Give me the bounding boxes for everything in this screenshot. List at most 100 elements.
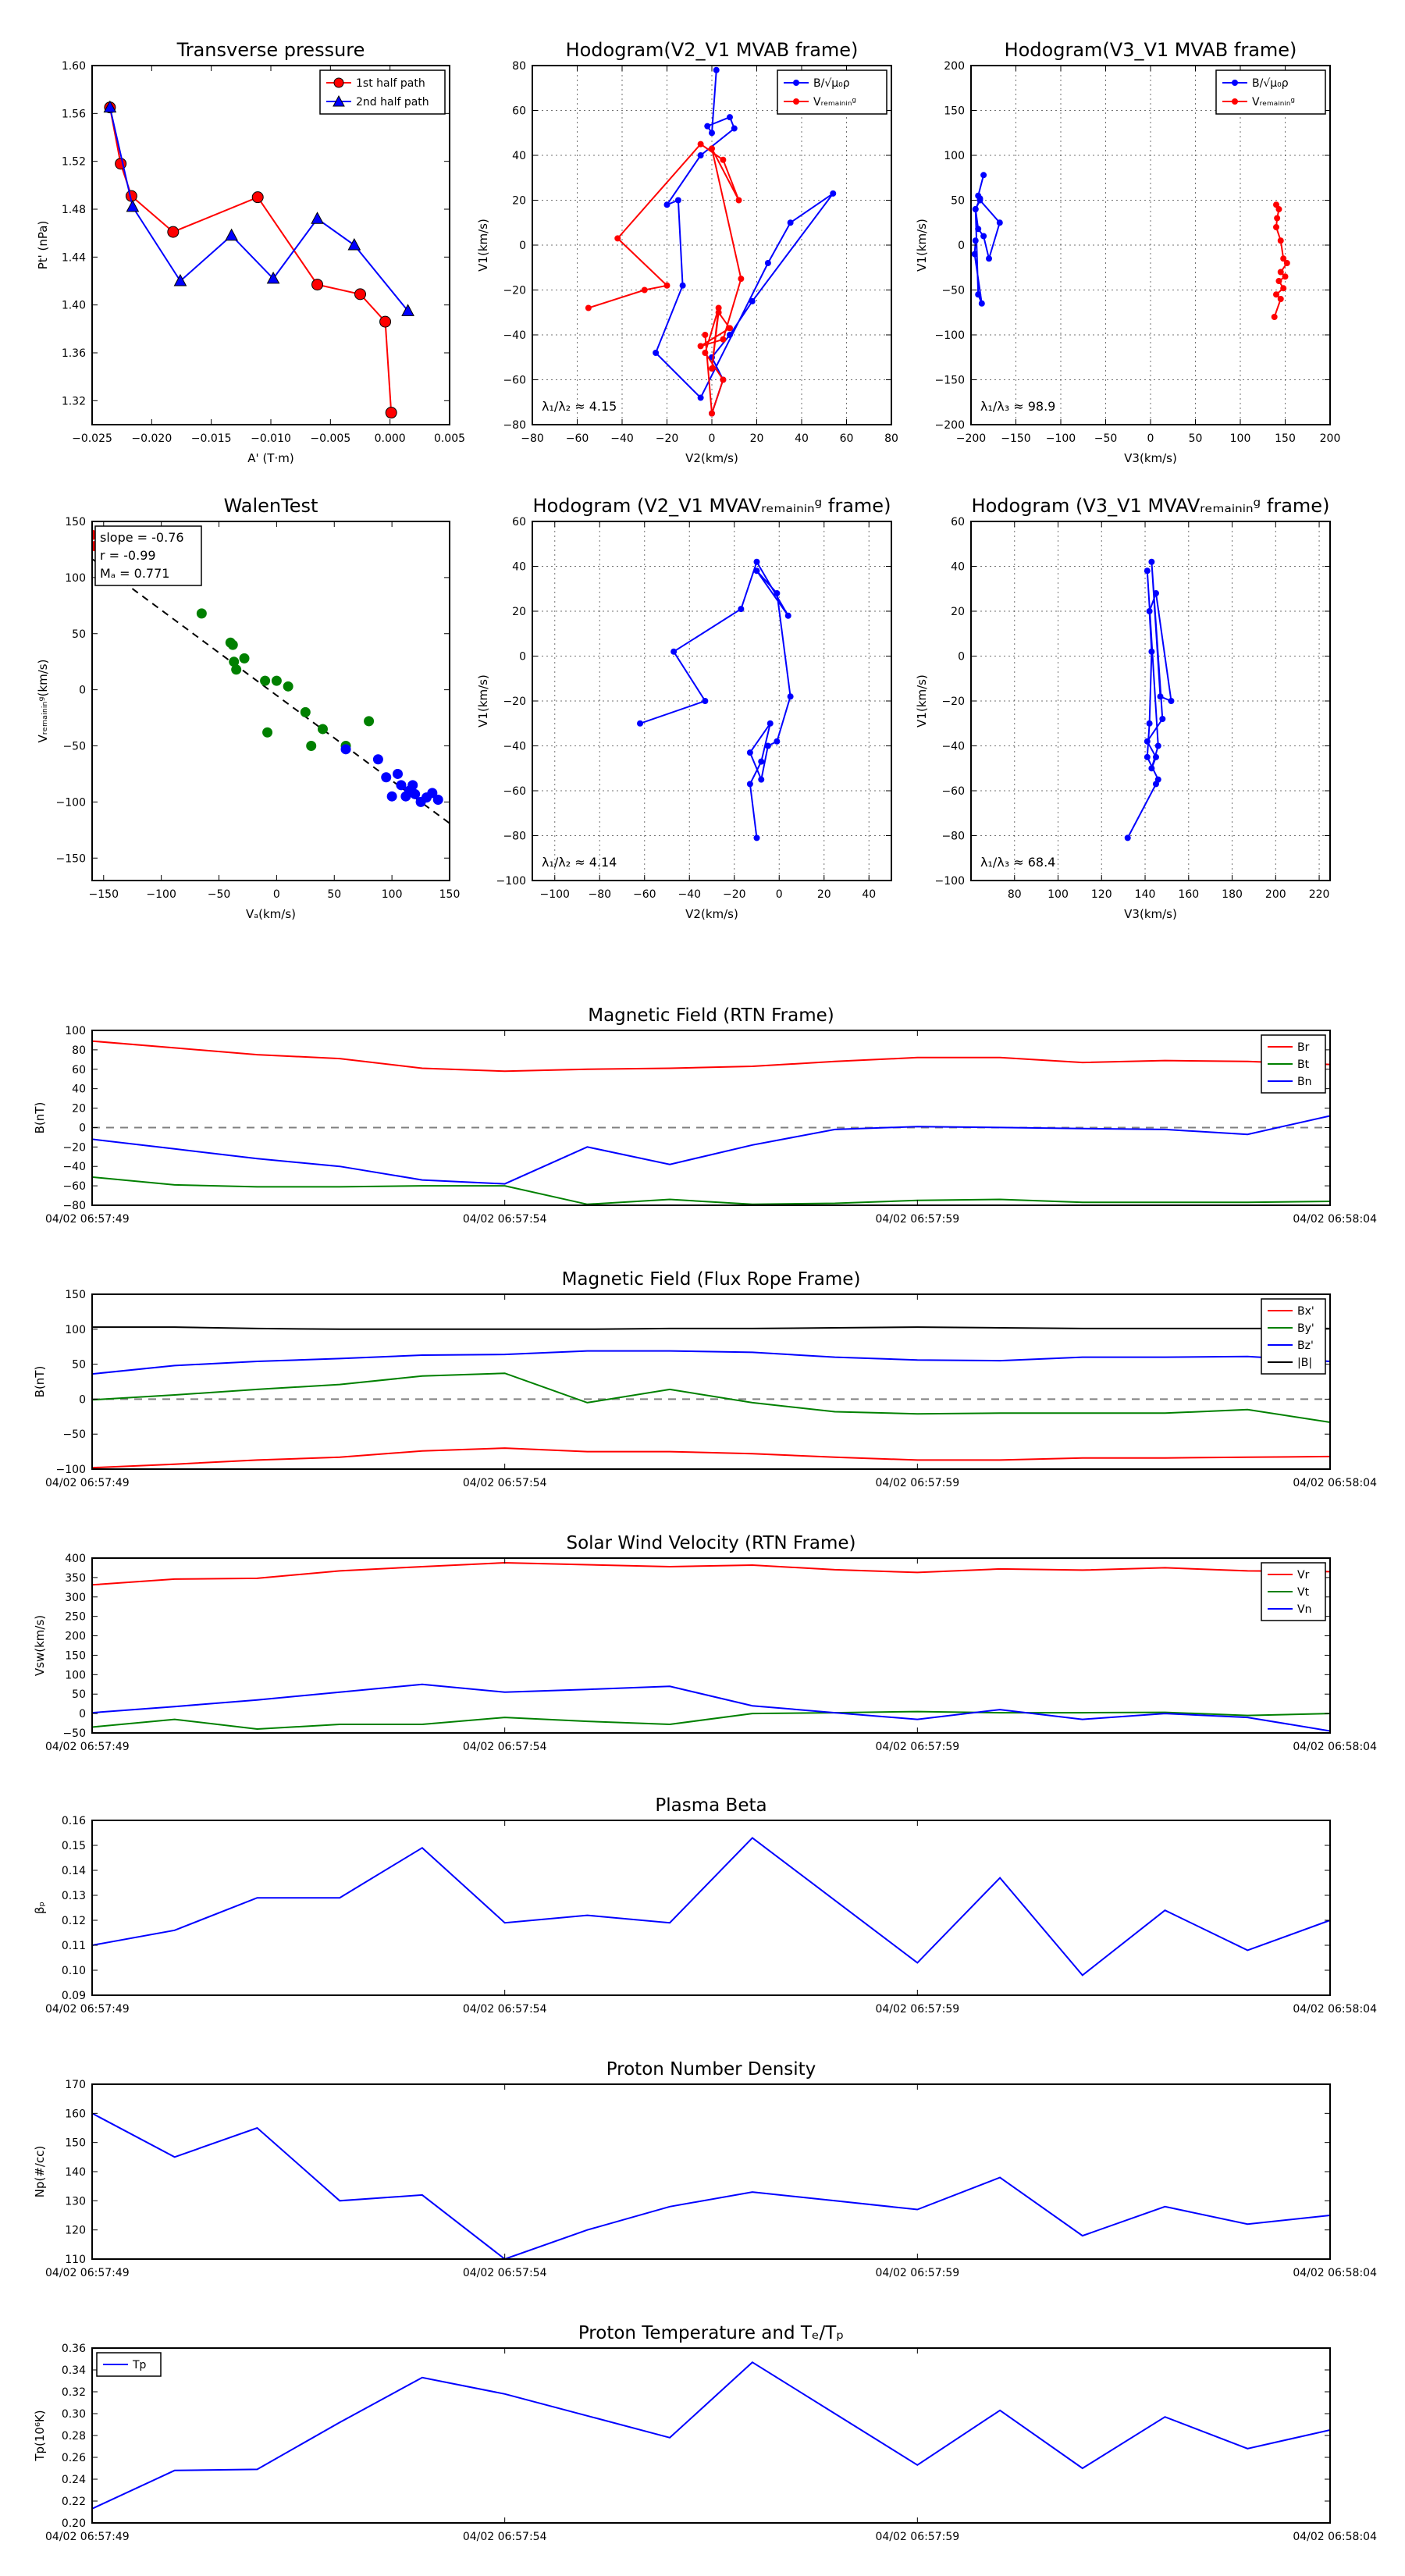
hodogram_v2_v1_remaining-annotation: λ₁/λ₂ ≈ 4.14: [542, 855, 617, 870]
proton_number_density-ytick-label: 130: [65, 2195, 86, 2208]
hodogram_v2_v1_mvab-point: [697, 343, 704, 350]
transverse_pressure-series-1-line: [108, 107, 409, 311]
transverse_pressure-legend-marker: [333, 77, 344, 88]
transverse_pressure-point: [173, 273, 187, 286]
plasma_beta-ytick-label: 0.11: [62, 1940, 86, 1952]
transverse_pressure-legend-label: 1st half path: [356, 77, 425, 90]
solar_wind_velocity-ytick-label: 250: [65, 1611, 86, 1624]
hodogram_v2_v1_remaining-point: [753, 834, 760, 841]
hodogram_v3_v1_mvab-point: [1273, 291, 1279, 298]
proton_temperature-legend-label: Tp: [132, 2359, 147, 2371]
magnetic_field_flux_rope-title: Magnetic Field (Flux Rope Frame): [562, 1269, 861, 1290]
hodogram_v2_v1_mvab-legend-box: [777, 69, 887, 115]
transverse_pressure-title: Transverse pressure: [176, 39, 365, 61]
magnetic_field_rtn-xtick-label: 04/02 06:57:59: [875, 1213, 959, 1226]
walen_test-plot-area: [92, 529, 450, 824]
walen_test-point: [283, 681, 293, 692]
walen_test-axes-frame: [91, 521, 450, 881]
walen_test-xtick-label: 150: [439, 888, 461, 901]
magnetic_field_flux_rope-series-1-line: [92, 1372, 1330, 1423]
proton_number_density-axes-frame: [91, 2083, 1331, 2260]
walen_test-chart: −150 −100 −50 0 50 100 150 −150 −100 −50 0 50 100 150…: [36, 495, 460, 921]
walen_test-point: [364, 716, 375, 727]
hodogram_v2_v1_remaining-ytick-label: −60: [503, 785, 526, 798]
hodogram_v3_v1_remaining-ytick-label: −40: [941, 741, 965, 753]
hodogram_v2_v1_remaining-ytick-label: −20: [503, 696, 526, 708]
hodogram_v2_v1_remaining-ytick-label: −80: [503, 831, 526, 843]
walen_test-point: [260, 675, 271, 686]
hodogram_v3_v1_remaining-xtick-label: 80: [1008, 888, 1022, 901]
plasma_beta-xtick-label: 04/02 06:57:49: [45, 2003, 130, 2016]
magnetic_field_flux_rope-series-0-line: [92, 1447, 1330, 1469]
hodogram_v2_v1_mvab-ytick-label: −20: [503, 285, 526, 297]
hodogram_v3_v1_mvab-point: [976, 197, 984, 204]
hodogram_v2_v1_mvab-series-1-line: [588, 143, 742, 414]
proton_number_density-title: Proton Number Density: [606, 2059, 816, 2080]
hodogram_v2_v1_mvab-xtick-label: 60: [840, 432, 854, 445]
hodogram_v3_v1_mvab-ytick-label: −150: [935, 375, 965, 387]
hodogram_v3_v1_remaining-ytick-label: 40: [951, 561, 965, 574]
hodogram_v2_v1_mvab-point: [674, 197, 681, 204]
hodogram_v3_v1_remaining-point: [1146, 720, 1153, 727]
hodogram_v3_v1_remaining-plot-area: [1124, 558, 1175, 841]
walen_test-ytick-label: 100: [65, 572, 86, 585]
hodogram_v3_v1_remaining-xtick-label: 160: [1178, 888, 1199, 901]
walen_test-xtick-label: −50: [208, 888, 231, 901]
hodogram_v2_v1_remaining-ytick-label: 60: [512, 516, 526, 528]
hodogram_v2_v1_mvab-xtick-label: 0: [709, 432, 716, 445]
hodogram_v2_v1_remaining-ytick-label: 0: [519, 651, 526, 664]
plasma_beta-ytick-label: 0.15: [62, 1840, 86, 1852]
hodogram_v3_v1_mvab-chart: −200 −150 −100 −50 0 50 100 150 200 −200 −150 −100 −…: [915, 39, 1340, 465]
magnetic_field_rtn-series-0-line: [92, 1040, 1330, 1073]
walen_test-point: [393, 768, 404, 779]
solar_wind_velocity-ytick-label: −50: [62, 1727, 86, 1740]
hodogram_v3_v1_mvab-point: [1283, 260, 1290, 266]
hodogram_v3_v1_mvab-xtick-label: 200: [1320, 432, 1341, 445]
hodogram_v3_v1_remaining-point: [1152, 590, 1159, 596]
hodogram_v3_v1_mvab-point: [978, 300, 985, 307]
hodogram_v2_v1_mvab-point: [653, 350, 660, 356]
walen_test-point: [300, 706, 311, 717]
hodogram_v2_v1_mvab-point: [720, 376, 727, 383]
proton_number_density-ytick-label: 120: [65, 2225, 86, 2237]
walen_test-point: [410, 788, 421, 799]
solar_wind_velocity-series-2-line: [92, 1683, 1330, 1732]
hodogram_v3_v1_mvab-point: [1273, 224, 1279, 230]
hodogram_v3_v1_remaining-point: [1124, 834, 1131, 841]
hodogram_v2_v1_remaining-point: [787, 693, 794, 700]
hodogram_v2_v1_mvab-point: [702, 332, 709, 338]
magnetic_field_rtn-ytick-label: −20: [62, 1141, 86, 1154]
hodogram_v3_v1_mvab-ytick-label: −100: [935, 329, 965, 342]
hodogram_v3_v1_remaining-point: [1154, 776, 1161, 783]
magnetic_field_rtn-chart: 04/02 06:57:49 04/02 06:57:54 04/02 06:57:…: [33, 1005, 1377, 1226]
transverse_pressure-point: [379, 315, 392, 328]
hodogram_v3_v1_mvab-point: [1275, 206, 1282, 212]
plasma_beta-chart: 04/02 06:57:49 04/02 06:57:54 04/02 06:57:…: [33, 1795, 1377, 2016]
proton_temperature-axes-frame: [91, 2347, 1331, 2524]
hodogram_v2_v1_mvab-xtick-label: 80: [884, 432, 898, 445]
hodogram_v2_v1_mvab-point: [749, 297, 756, 304]
solar_wind_velocity-ytick-label: 150: [65, 1649, 86, 1662]
proton_number_density-chart: 04/02 06:57:49 04/02 06:57:54 04/02 06:57:…: [33, 2059, 1377, 2279]
hodogram_v3_v1_remaining-xtick-label: 140: [1135, 888, 1156, 901]
plasma_beta-title: Plasma Beta: [655, 1795, 767, 1816]
transverse_pressure-ylabel: Pt' (nPa): [36, 221, 50, 270]
hodogram_v2_v1_remaining-point: [738, 606, 745, 613]
transverse_pressure-point: [251, 191, 264, 204]
transverse_pressure-chart: −0.025 −0.020 −0.015 −0.010 −0.005 0.000 0.005…: [36, 39, 465, 465]
hodogram_v3_v1_remaining-ytick-label: −60: [941, 785, 965, 798]
walen_test-xtick-label: 50: [327, 888, 341, 901]
hodogram_v2_v1_mvab-ytick-label: −40: [503, 329, 526, 342]
hodogram_v3_v1_mvab-point: [972, 206, 979, 212]
hodogram_v3_v1_remaining-ytick-label: −100: [935, 875, 965, 888]
proton_temperature-xtick-label: 04/02 06:58:04: [1293, 2531, 1377, 2543]
walen_test-ytick-label: 150: [65, 516, 86, 528]
plasma_beta-xtick-label: 04/02 06:57:54: [463, 2003, 547, 2016]
hodogram_v3_v1_remaining-ytick-label: 0: [958, 651, 965, 664]
transverse_pressure-ytick-label: 1.36: [62, 347, 86, 360]
proton_temperature-xtick-label: 04/02 06:57:49: [45, 2531, 130, 2543]
hodogram_v3_v1_remaining-annotation: λ₁/λ₃ ≈ 68.4: [980, 855, 1055, 870]
hodogram_v3_v1_remaining-point: [1148, 558, 1155, 565]
magnetic_field_rtn-xtick-label: 04/02 06:57:54: [463, 1213, 547, 1226]
hodogram_v2_v1_remaining-xtick-label: 20: [817, 888, 831, 901]
